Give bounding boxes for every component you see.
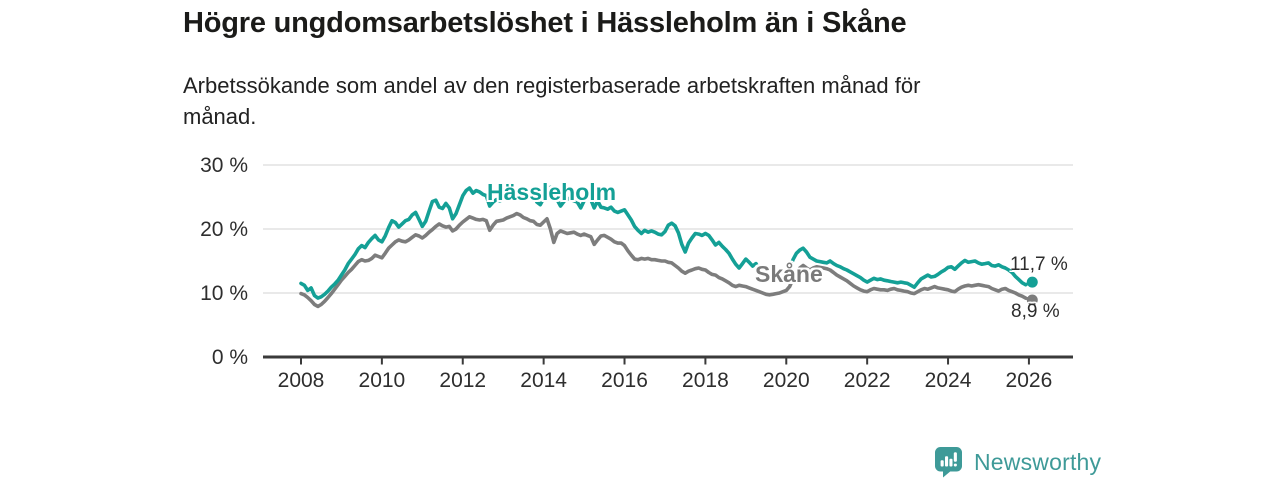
x-axis-tick-label: 2010 — [359, 369, 406, 392]
y-axis-tick-label: 10 % — [200, 282, 248, 305]
x-axis-tick-label: 2016 — [601, 369, 648, 392]
series-end-dot-hässleholm — [1026, 276, 1038, 288]
end-value-label-skane: 8,9 % — [1011, 301, 1060, 322]
series-label-skane: Skåne — [755, 261, 823, 287]
bar-chart-speech-bubble-icon — [935, 447, 962, 478]
y-axis-tick-label: 20 % — [200, 218, 248, 241]
y-axis-tick-label: 0 % — [212, 346, 248, 369]
series-line-hässleholm — [299, 185, 1028, 300]
end-value-label-hassleholm: 11,7 % — [1010, 254, 1068, 275]
x-axis-tick-label: 2018 — [682, 369, 729, 392]
x-axis-tick-label: 2020 — [763, 369, 810, 392]
x-axis-tick-label: 2022 — [844, 369, 891, 392]
series-end-dot-skåne — [1026, 294, 1038, 306]
brand-name: Newsworthy — [974, 449, 1102, 475]
series-label-hassleholm: Hässleholm — [487, 179, 617, 205]
x-axis-tick-label: 2014 — [520, 369, 567, 392]
x-axis-tick-label: 2024 — [925, 369, 972, 392]
x-axis-tick-label: 2026 — [1006, 369, 1053, 392]
x-axis-tick-label: 2012 — [439, 369, 486, 392]
y-axis-tick-label: 30 % — [200, 154, 248, 177]
x-axis-tick-label: 2008 — [278, 369, 325, 392]
newsworthy-logo: Newsworthy — [934, 446, 1101, 479]
chart-subtitle: Arbetssökande som andel av den registerb… — [183, 73, 921, 129]
page-title: Högre ungdomsarbetslöshet i Hässleholm ä… — [183, 7, 907, 39]
series-line-skåne — [299, 211, 1028, 309]
